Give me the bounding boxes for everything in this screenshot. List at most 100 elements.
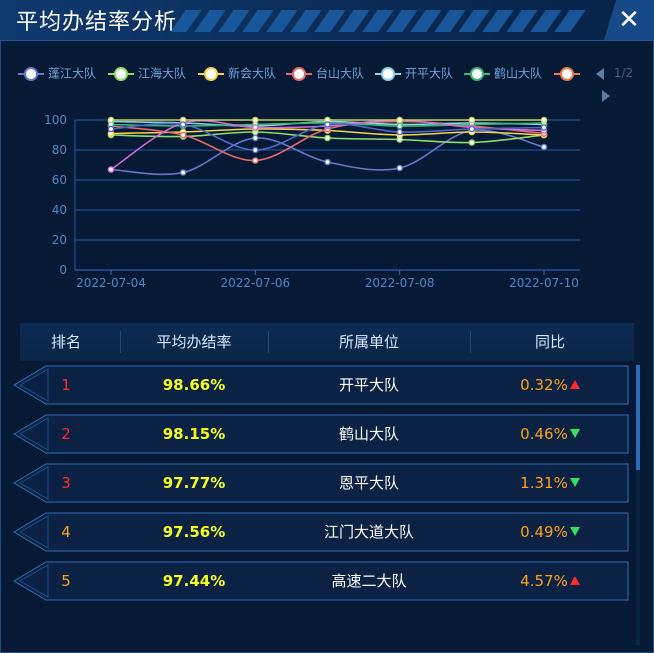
row-rate: 98.15% — [162, 425, 226, 443]
data-point — [324, 121, 331, 128]
data-point — [468, 139, 476, 146]
legend-prev-icon[interactable] — [596, 67, 604, 80]
data-point — [107, 166, 115, 173]
row-rate: 97.56% — [162, 523, 226, 541]
data-point — [179, 169, 187, 176]
row-frame-notch — [18, 564, 49, 598]
row-yoy-value: 1.31% — [520, 474, 568, 492]
data-point — [107, 125, 115, 133]
table-row[interactable]: 4 97.56% 江门大道大队 0.49% — [0, 512, 630, 552]
legend-pager: 1/2 — [596, 62, 648, 102]
x-tick-label: 2022-07-04 — [76, 276, 146, 290]
legend-next-icon[interactable] — [602, 89, 610, 102]
data-point — [540, 143, 548, 151]
row-yoy-value: 4.57% — [520, 572, 568, 590]
legend-marker-icon — [198, 66, 224, 81]
row-yoy-value: 0.46% — [520, 425, 568, 443]
panel-header: 平均办结率分析 ✕ — [0, 0, 654, 41]
header-stripes — [170, 10, 598, 32]
legend-item[interactable]: 江海大队 — [108, 62, 186, 84]
row-frame-shape — [13, 561, 629, 601]
legend-label: 江海大队 — [138, 66, 187, 81]
chart-legend: 1/2 蓬江大队 江海大队 新会大队 台山大队 开平大队 鹤山大队 — [18, 62, 648, 102]
row-yoy-value: 0.32% — [520, 376, 568, 394]
legend-label: 开平大队 — [405, 66, 454, 81]
row-unit: 开平大队 — [338, 376, 399, 394]
arrow-up-icon — [569, 576, 580, 585]
panel-title: 平均办结率分析 — [16, 10, 178, 35]
header-separator — [120, 331, 121, 353]
row-frame-notch — [18, 368, 49, 402]
close-button[interactable]: ✕ — [604, 0, 654, 40]
legend-marker-icon — [108, 66, 134, 81]
arrow-down-icon — [569, 527, 580, 536]
arrow-up-icon — [569, 380, 580, 389]
row-unit: 高速二大队 — [331, 572, 407, 590]
legend-label: 蓬江大队 — [48, 66, 97, 81]
row-yoy: 4.57% — [470, 561, 630, 601]
legend-item[interactable] — [554, 62, 584, 84]
data-point — [396, 164, 403, 172]
row-frame — [13, 512, 629, 552]
legend-marker-icon — [18, 66, 44, 81]
legend-item[interactable]: 台山大队 — [286, 62, 364, 84]
row-unit: 鹤山大队 — [338, 425, 399, 443]
data-point — [179, 121, 187, 128]
data-point — [324, 134, 331, 142]
row-frame — [13, 414, 629, 454]
data-point — [396, 128, 403, 136]
y-tick-label: 60 — [52, 173, 67, 187]
data-point — [468, 125, 476, 133]
table-row[interactable]: 2 98.15% 鹤山大队 0.46% — [0, 414, 630, 454]
row-rate: 98.66% — [162, 376, 226, 394]
legend-item[interactable]: 新会大队 — [198, 62, 276, 84]
table-scrollbar-track[interactable] — [636, 365, 640, 645]
row-yoy: 1.31% — [470, 463, 630, 503]
row-frame — [13, 365, 629, 405]
data-point — [252, 146, 259, 154]
x-tick-label: 2022-07-06 — [220, 276, 290, 290]
table-row[interactable]: 3 97.77% 恩平大队 1.31% — [0, 463, 630, 503]
legend-marker-icon — [554, 66, 580, 81]
row-frame-notch — [18, 515, 49, 549]
table-scrollbar-thumb[interactable] — [636, 365, 640, 470]
x-tick-label: 2022-07-10 — [509, 276, 579, 290]
line-chart: 0 20 40 60 80 100 2022-07-04 2022-07-06 2022-07-… — [44, 113, 580, 290]
data-point — [252, 134, 259, 142]
y-tick-label: 80 — [52, 143, 67, 157]
legend-marker-icon — [286, 66, 312, 81]
y-tick-label: 20 — [52, 233, 67, 247]
data-point — [540, 116, 548, 124]
legend-marker-icon — [464, 66, 490, 81]
legend-label: 新会大队 — [228, 66, 277, 81]
header-yoy: 同比 — [534, 333, 565, 351]
row-rate: 97.77% — [162, 474, 226, 492]
table-row[interactable]: 5 97.44% 高速二大队 4.57% — [0, 561, 630, 601]
row-yoy: 0.32% — [470, 365, 630, 405]
row-rate: 97.44% — [162, 572, 226, 590]
row-frame-shape — [13, 414, 629, 454]
row-unit: 江门大道大队 — [323, 523, 414, 541]
row-frame-shape — [13, 365, 629, 405]
data-point — [324, 158, 331, 166]
legend-item[interactable]: 鹤山大队 — [464, 62, 542, 84]
row-frame — [13, 463, 629, 503]
legend-label: 台山大队 — [316, 66, 365, 81]
header-rank: 排名 — [50, 333, 81, 351]
row-frame-shape — [13, 512, 629, 552]
row-rank: 4 — [61, 523, 71, 541]
data-point — [179, 131, 187, 139]
header-rate: 平均办结率 — [156, 333, 232, 351]
row-frame-notch — [18, 417, 49, 451]
row-yoy: 0.46% — [470, 414, 630, 454]
row-rank: 3 — [61, 474, 71, 492]
y-tick-label: 0 — [59, 263, 67, 277]
row-frame — [13, 561, 629, 601]
legend-item[interactable]: 开平大队 — [375, 62, 453, 84]
y-tick-label: 100 — [44, 113, 67, 127]
data-point — [107, 116, 115, 124]
data-point — [540, 124, 548, 131]
legend-item[interactable]: 蓬江大队 — [18, 62, 96, 84]
table-row[interactable]: 1 98.66% 开平大队 0.32% — [0, 365, 630, 405]
data-point — [396, 122, 403, 130]
